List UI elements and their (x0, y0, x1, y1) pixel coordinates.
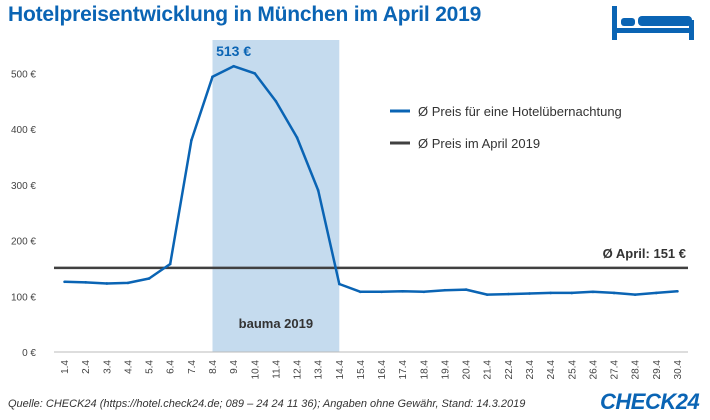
price-point-27.4 (612, 291, 616, 295)
price-point-11.4 (274, 99, 278, 103)
price-point-23.4 (528, 292, 531, 295)
x-tick-label: 11.4 (271, 360, 282, 379)
price-point-26.4 (591, 290, 595, 294)
x-tick-label: 25.4 (567, 360, 578, 380)
price-point-10.4 (253, 72, 257, 75)
x-tick-label: 22.4 (504, 360, 515, 380)
x-tick-label: 29.4 (652, 360, 663, 380)
x-tick-label: 30.4 (673, 360, 684, 380)
y-tick-label: 200 € (11, 237, 36, 248)
price-point-22.4 (507, 292, 510, 296)
peak-label: 513 € (216, 43, 251, 59)
source-note: Quelle: CHECK24 (https://hotel.check24.d… (8, 398, 526, 410)
x-tick-label: 13.4 (314, 360, 325, 380)
x-tick-label: 9.4 (229, 360, 240, 374)
price-series-points (63, 64, 679, 296)
price-point-29.4 (655, 291, 658, 295)
y-tick-label: 500 € (11, 69, 36, 80)
bed-icon (610, 4, 696, 47)
x-tick-label: 23.4 (525, 360, 536, 380)
price-point-28.4 (633, 293, 637, 296)
x-tick-label: 15.4 (356, 360, 367, 380)
y-tick-label: 100 € (11, 292, 36, 303)
price-point-6.4 (168, 262, 172, 266)
price-chart: bauma 2019 0 €100 €200 €300 €400 €500 € … (11, 40, 688, 380)
y-axis: 0 € 100 € 200 € 300 € 400 € 500 € (11, 69, 36, 359)
bauma-highlight-band (212, 40, 340, 352)
x-tick-label: 5.4 (145, 360, 156, 374)
page-title: Hotelpreisentwicklung in München im Apri… (8, 3, 482, 26)
price-point-8.4 (211, 75, 214, 79)
x-tick-label: 7.4 (187, 360, 198, 374)
price-point-15.4 (359, 290, 362, 294)
price-point-2.4 (84, 281, 87, 284)
y-tick-label: 300 € (11, 181, 36, 192)
price-point-19.4 (443, 288, 447, 292)
x-tick-label: 8.4 (208, 360, 219, 374)
x-tick-label: 18.4 (419, 360, 430, 380)
bauma-label: bauma 2019 (239, 316, 313, 331)
price-point-4.4 (126, 281, 130, 285)
x-tick-label: 21.4 (483, 360, 494, 380)
x-tick-label: 14.4 (335, 360, 346, 380)
check24-logo: CHECK24 (600, 389, 700, 414)
x-tick-label: 17.4 (398, 360, 409, 380)
legend-label-price: Ø Preis für eine Hotelübernachtung (418, 104, 622, 119)
legend-label-average: Ø Preis im April 2019 (418, 136, 540, 151)
price-series-line (64, 64, 678, 296)
x-tick-label: 19.4 (440, 360, 451, 380)
price-point-30.4 (676, 289, 679, 293)
x-tick-label: 26.4 (588, 360, 599, 380)
price-point-7.4 (190, 138, 193, 142)
price-point-25.4 (570, 291, 574, 295)
x-tick-label: 16.4 (377, 360, 388, 380)
price-point-13.4 (316, 189, 320, 192)
x-tick-label: 27.4 (610, 360, 621, 380)
price-point-17.4 (401, 289, 405, 293)
price-point-16.4 (380, 290, 383, 294)
price-point-21.4 (485, 293, 489, 296)
price-point-12.4 (295, 136, 299, 139)
x-tick-label: 3.4 (102, 360, 113, 374)
legend: Ø Preis für eine Hotelübernachtung Ø Pre… (390, 104, 622, 151)
x-tick-label: 4.4 (123, 360, 134, 374)
price-point-5.4 (147, 277, 151, 280)
price-point-9.4 (232, 64, 235, 68)
average-label: Ø April: 151 € (603, 246, 686, 261)
x-axis: 1.4 2.4 3.4 4.4 5.4 6.4 7.4 8.4 9.4 10.4 11.4 12.4 1… (60, 360, 684, 380)
price-point-20.4 (464, 288, 468, 291)
x-tick-label: 1.4 (60, 360, 71, 374)
price-point-1.4 (63, 280, 66, 284)
x-tick-label: 2.4 (81, 360, 92, 374)
y-tick-label: 0 € (22, 348, 36, 359)
price-point-14.4 (338, 282, 341, 286)
x-tick-label: 20.4 (462, 360, 473, 380)
price-point-24.4 (549, 291, 552, 295)
price-point-3.4 (105, 282, 109, 285)
x-tick-label: 6.4 (166, 360, 177, 374)
price-point-18.4 (422, 290, 426, 294)
y-tick-label: 400 € (11, 125, 36, 136)
x-tick-label: 12.4 (293, 360, 304, 380)
x-tick-label: 28.4 (631, 360, 642, 380)
x-tick-label: 24.4 (546, 360, 557, 380)
x-tick-label: 10.4 (250, 360, 261, 380)
